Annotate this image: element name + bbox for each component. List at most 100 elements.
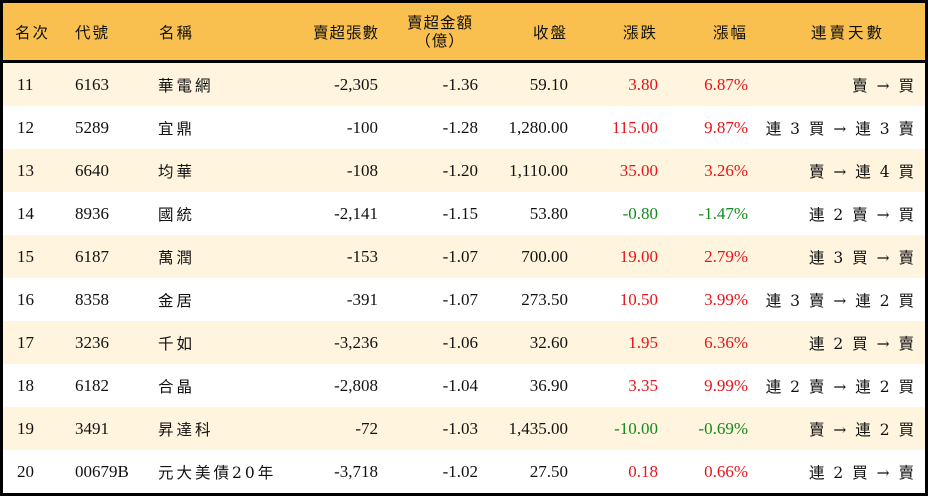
code-cell: 6163	[75, 74, 109, 94]
name-cell: 千如	[158, 334, 196, 353]
net-sell-volume-cell: -2,141	[334, 203, 378, 223]
net-sell-volume-cell: -153	[346, 246, 378, 266]
change-pct-cell: -0.69%	[698, 418, 748, 438]
net-sell-volume-cell: -3,236	[334, 332, 378, 352]
table-row: 18 6182 合晶 -2,808 -1.04 36.90 3.35 9.99%…	[3, 364, 925, 407]
table-row: 12 5289 宜鼎 -100 -1.28 1,280.00 115.00 9.…	[3, 106, 925, 149]
change-pct-cell: 3.26%	[704, 160, 748, 180]
net-sell-amount-cell: -1.04	[442, 375, 478, 395]
rank-cell: 14	[17, 203, 34, 223]
streak-cell: 連 2 買 → 賣	[808, 463, 916, 482]
change-cell: 10.50	[619, 289, 658, 309]
code-cell: 6640	[75, 160, 109, 180]
net-sell-amount-cell: -1.02	[442, 461, 478, 481]
net-sell-amount-cell: -1.07	[442, 246, 478, 266]
header-net-sell-amount-line2: （億）	[415, 31, 465, 50]
net-sell-amount-cell: -1.36	[442, 74, 478, 94]
name-cell: 萬潤	[158, 248, 196, 267]
close-cell: 27.50	[529, 461, 568, 481]
code-cell: 6187	[75, 246, 109, 266]
header-net-sell-amount-line1: 賣超金額	[406, 13, 473, 32]
net-sell-amount-cell: -1.03	[442, 418, 478, 438]
rank-cell: 16	[17, 289, 34, 309]
net-sell-volume-cell: -3,718	[334, 461, 378, 481]
net-sell-volume-cell: -108	[346, 160, 378, 180]
rank-cell: 17	[17, 332, 34, 352]
header-net-sell-amount: 賣超金額 （億）	[395, 14, 485, 50]
name-cell: 國統	[158, 205, 196, 224]
change-cell: 115.00	[611, 117, 658, 137]
close-cell: 32.60	[529, 332, 568, 352]
change-cell: 3.35	[628, 375, 658, 395]
table-row: 15 6187 萬潤 -153 -1.07 700.00 19.00 2.79%…	[3, 235, 925, 278]
net-sell-amount-cell: -1.28	[442, 117, 478, 137]
change-cell: -0.80	[622, 203, 658, 223]
close-cell: 36.90	[529, 375, 568, 395]
streak-cell: 連 3 買 → 連 3 賣	[765, 119, 916, 138]
header-change-pct: 漲幅	[712, 23, 748, 42]
rank-cell: 12	[17, 117, 34, 137]
rank-cell: 15	[17, 246, 34, 266]
change-pct-cell: 9.87%	[704, 117, 748, 137]
table-header: 名次 代號 名稱 賣超張數 賣超金額 （億） 收盤 漲跌 漲幅 連賣天數	[3, 3, 925, 63]
net-sell-volume-cell: -100	[346, 117, 378, 137]
table-row: 17 3236 千如 -3,236 -1.06 32.60 1.95 6.36%…	[3, 321, 925, 364]
header-streak: 連賣天數	[810, 23, 885, 42]
header-rank: 名次	[15, 23, 51, 42]
header-net-sell-volume: 賣超張數	[312, 23, 379, 42]
header-close: 收盤	[532, 23, 568, 42]
streak-cell: 連 3 買 → 賣	[808, 248, 916, 267]
code-cell: 5289	[75, 117, 109, 137]
code-cell: 3491	[75, 418, 109, 438]
change-cell: 3.80	[628, 74, 658, 94]
header-change: 漲跌	[622, 23, 658, 42]
header-code: 代號	[75, 23, 111, 42]
net-sell-volume-cell: -391	[346, 289, 378, 309]
table-row: 16 8358 金居 -391 -1.07 273.50 10.50 3.99%…	[3, 278, 925, 321]
net-sell-volume-cell: -2,808	[334, 375, 378, 395]
code-cell: 6182	[75, 375, 109, 395]
table-row: 14 8936 國統 -2,141 -1.15 53.80 -0.80 -1.4…	[3, 192, 925, 235]
name-cell: 華電網	[158, 76, 214, 95]
close-cell: 1,280.00	[508, 117, 569, 137]
change-pct-cell: -1.47%	[698, 203, 748, 223]
change-pct-cell: 0.66%	[704, 461, 748, 481]
close-cell: 273.50	[521, 289, 568, 309]
net-sell-amount-cell: -1.06	[442, 332, 478, 352]
net-sell-amount-cell: -1.15	[442, 203, 478, 223]
close-cell: 1,110.00	[509, 160, 568, 180]
change-pct-cell: 9.99%	[704, 375, 748, 395]
rank-cell: 13	[17, 160, 34, 180]
streak-cell: 連 2 買 → 賣	[808, 334, 916, 353]
streak-cell: 連 2 賣 → 買	[808, 205, 916, 224]
rank-cell: 18	[17, 375, 34, 395]
close-cell: 53.80	[529, 203, 568, 223]
change-pct-cell: 6.36%	[704, 332, 748, 352]
change-cell: 1.95	[628, 332, 658, 352]
close-cell: 700.00	[521, 246, 568, 266]
code-cell: 3236	[75, 332, 109, 352]
table-row: 19 3491 昇達科 -72 -1.03 1,435.00 -10.00 -0…	[3, 407, 925, 450]
name-cell: 均華	[158, 162, 196, 181]
net-sell-amount-cell: -1.07	[442, 289, 478, 309]
net-sell-volume-cell: -2,305	[334, 74, 378, 94]
change-cell: 0.18	[628, 461, 658, 481]
code-cell: 8936	[75, 203, 109, 223]
header-name: 名稱	[159, 23, 195, 42]
streak-cell: 連 3 賣 → 連 2 買	[765, 291, 916, 310]
net-sell-volume-cell: -72	[355, 418, 378, 438]
table-row: 20 00679B 元大美債20年 -3,718 -1.02 27.50 0.1…	[3, 450, 925, 493]
change-pct-cell: 3.99%	[704, 289, 748, 309]
table-row: 11 6163 華電網 -2,305 -1.36 59.10 3.80 6.87…	[3, 63, 925, 106]
change-cell: 35.00	[619, 160, 658, 180]
table-body: 11 6163 華電網 -2,305 -1.36 59.10 3.80 6.87…	[3, 63, 925, 493]
code-cell: 00679B	[75, 461, 129, 481]
code-cell: 8358	[75, 289, 109, 309]
rank-cell: 20	[17, 461, 34, 481]
change-pct-cell: 6.87%	[704, 74, 748, 94]
name-cell: 昇達科	[158, 420, 214, 439]
net-sell-amount-cell: -1.20	[442, 160, 478, 180]
name-cell: 合晶	[158, 377, 196, 396]
name-cell: 金居	[158, 291, 196, 310]
